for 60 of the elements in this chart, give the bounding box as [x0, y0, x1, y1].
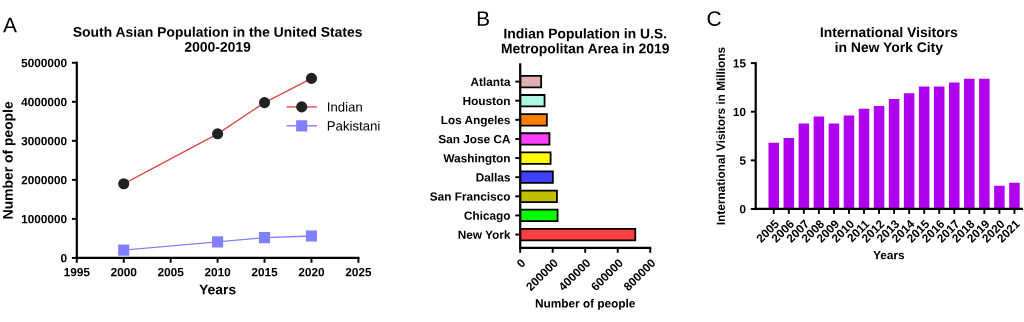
- y-tick-label: Dallas: [476, 172, 510, 182]
- x-tick-label: 2020: [298, 267, 325, 277]
- text: A: [3, 17, 17, 33]
- bar: [768, 142, 780, 209]
- bar: [933, 86, 945, 209]
- y-tick-label: New York: [458, 230, 511, 239]
- point: [305, 230, 318, 242]
- y-axis-title: International Visitors in Millions: [716, 47, 725, 225]
- bar: [873, 105, 885, 209]
- bar: [979, 78, 990, 209]
- bar: [964, 78, 975, 209]
- bar: [828, 123, 840, 209]
- bar: [813, 116, 825, 209]
- x-tick-label: 2025: [345, 267, 372, 277]
- point: [118, 244, 130, 256]
- y-tick-label: Chicago: [464, 211, 511, 223]
- bar: [918, 86, 930, 209]
- y-tick-label: 10: [733, 107, 746, 117]
- y-tick-label: Los Angeles: [441, 115, 510, 127]
- bar: [843, 115, 855, 209]
- x-tick-label: 1995: [64, 267, 90, 277]
- y-tick-label: 0: [739, 205, 746, 214]
- y-tick-label: San Jose CA: [438, 135, 511, 144]
- x-tick-label: 0: [516, 258, 526, 269]
- bar: [1009, 182, 1020, 209]
- y-tick-label: 2000000: [21, 175, 67, 185]
- bar: [783, 137, 795, 209]
- legend-label: Pakistani: [327, 120, 380, 131]
- y-tick-label: San Francisco: [430, 192, 511, 201]
- y-tick-label: Atlanta: [470, 77, 511, 86]
- bar: [994, 185, 1005, 209]
- text: C: [707, 11, 721, 26]
- x-tick-label: 2015: [251, 267, 278, 277]
- x-axis-title: Number of people: [535, 298, 635, 310]
- x-axis-title: Years: [873, 251, 905, 260]
- y-tick-label: 1000000: [21, 214, 67, 224]
- y-tick-label: 5: [739, 156, 746, 165]
- x-axis-title: Years: [199, 284, 236, 295]
- bar: [798, 123, 810, 209]
- x-tick-label: 2005: [157, 267, 184, 277]
- bar: [888, 99, 900, 209]
- bar: [858, 108, 870, 209]
- chart-title: International Visitors in New York City: [820, 26, 958, 55]
- chart-title: South Asian Population in the United States 2000-2019: [73, 26, 362, 52]
- y-tick-label: Washington: [443, 153, 510, 165]
- text: B: [477, 11, 489, 26]
- y-tick-label: 15: [733, 59, 746, 68]
- point: [258, 232, 271, 244]
- y-tick-label: Houston: [463, 96, 510, 106]
- legend-label: Indian: [328, 101, 362, 112]
- point: [212, 236, 224, 248]
- y-tick-label: 4000000: [21, 97, 67, 107]
- y-tick-label: 3000000: [21, 136, 67, 146]
- bar: [903, 93, 915, 209]
- y-axis-title: Number of people: [2, 101, 16, 219]
- x-tick-label: 2000: [111, 267, 137, 277]
- chart-title: Indian Population in U.S. Metropolitan Area in 2019: [501, 28, 669, 57]
- x-tick-label: 2010: [204, 267, 231, 277]
- bar: [949, 82, 960, 209]
- y-tick-label: 5000000: [21, 58, 67, 68]
